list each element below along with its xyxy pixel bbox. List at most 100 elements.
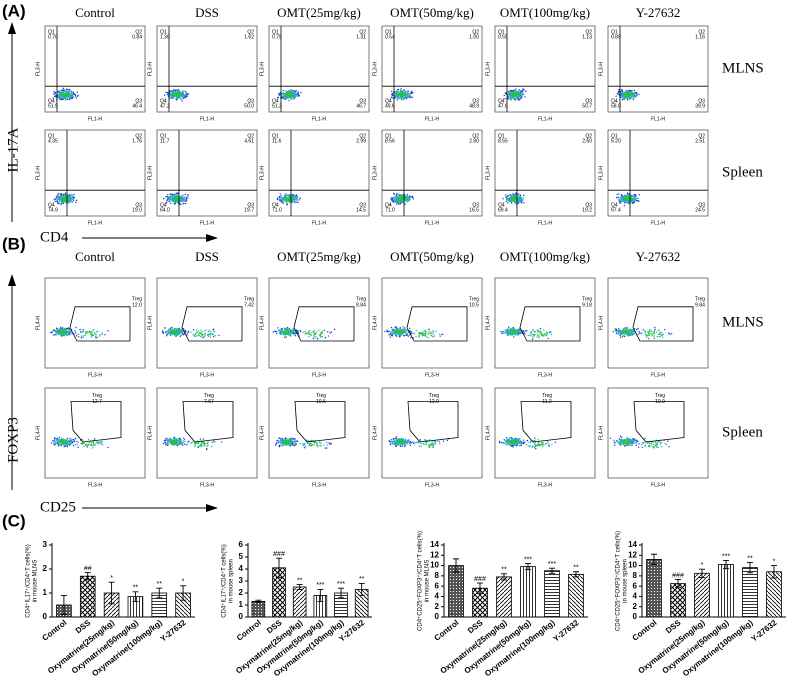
cell-dot <box>91 334 93 337</box>
cell-dot <box>512 91 514 94</box>
cell-dot <box>68 197 70 199</box>
cell-dot <box>280 327 283 330</box>
cell-dot <box>512 93 515 95</box>
cell-dot <box>515 93 517 95</box>
cell-dot <box>533 335 536 337</box>
cell-dot <box>530 331 532 334</box>
cell-dot <box>621 332 624 335</box>
cell-dot <box>415 336 417 338</box>
cell-dot <box>402 195 404 198</box>
cell-dot <box>625 94 628 96</box>
cell-dot <box>54 333 57 336</box>
cell-dot <box>181 198 183 200</box>
cell-dot <box>401 334 403 336</box>
cell-dot <box>279 193 282 195</box>
cell-dot <box>104 334 106 336</box>
cell-dot <box>400 200 403 202</box>
cell-dot <box>631 96 633 98</box>
cell-dot <box>632 97 634 99</box>
cell-dot <box>511 199 514 201</box>
cell-dot <box>66 94 68 97</box>
cell-dot <box>186 95 188 98</box>
cell-dot <box>163 94 166 97</box>
cell-dot <box>180 328 183 331</box>
cell-dot <box>635 197 637 200</box>
cell-dot <box>290 332 293 334</box>
cell-dot <box>623 96 625 99</box>
cell-dot <box>631 92 633 95</box>
quadrant-value: 51.3 <box>272 103 282 109</box>
cell-dot <box>503 94 505 97</box>
cell-dot <box>80 335 83 337</box>
cell-dot <box>634 95 636 97</box>
cell-dot <box>69 201 71 203</box>
cell-dot <box>293 98 295 100</box>
cell-dot <box>62 332 64 334</box>
cell-dot <box>284 195 287 197</box>
cell-dot <box>394 95 397 97</box>
plot-y-label: FL3-H <box>372 62 378 76</box>
gate-value: 10.5 <box>469 303 479 309</box>
cell-dot <box>621 335 624 338</box>
column-header: OMT(50mg/kg) <box>390 249 474 264</box>
cell-dot <box>389 336 392 338</box>
cell-dot <box>538 335 540 338</box>
cell-dot <box>392 333 394 335</box>
cell-dot <box>284 98 287 100</box>
quadrant-name: Q2 <box>585 29 592 35</box>
cell-dot <box>285 196 288 199</box>
cell-dot <box>513 201 516 203</box>
cell-dot <box>208 329 211 332</box>
cell-dot <box>530 335 532 337</box>
arrow-head <box>8 22 16 34</box>
cell-dot <box>57 328 59 330</box>
cell-dot <box>623 335 626 338</box>
cell-dot <box>400 93 403 95</box>
cell-dot <box>198 332 200 335</box>
cell-dot <box>394 93 397 96</box>
cell-dot <box>59 98 62 101</box>
cell-dot <box>162 332 164 335</box>
cell-dot <box>651 331 653 333</box>
cell-dot <box>395 331 398 334</box>
cell-dot <box>172 332 174 334</box>
cell-dot <box>287 329 289 332</box>
cell-dot <box>187 194 189 196</box>
cell-dot <box>67 331 70 333</box>
axis-label: CD25 <box>40 499 76 515</box>
plot-y-label: FL3-H <box>598 166 604 180</box>
row-label: Spleen <box>722 424 763 440</box>
cell-dot <box>60 193 62 195</box>
cell-dot <box>510 99 512 101</box>
cell-dot <box>67 89 69 91</box>
cell-dot <box>292 328 294 330</box>
cell-dot <box>621 333 623 336</box>
plot-x-label: FL1-H <box>425 220 439 226</box>
cell-dot <box>403 328 405 330</box>
cell-dot <box>186 333 189 335</box>
cell-dot <box>628 96 631 98</box>
cell-dot <box>507 326 510 328</box>
cell-dot <box>288 327 290 330</box>
cell-dot <box>398 193 400 196</box>
plot-x-label: FL1-H <box>200 116 214 122</box>
cell-dot <box>400 328 402 330</box>
cell-dot <box>395 334 397 337</box>
gate-value: 12.0 <box>132 303 142 309</box>
cell-dot <box>401 94 404 96</box>
quadrant-value: 0.55 <box>498 34 508 40</box>
quadrant-value: 47.6 <box>498 103 508 109</box>
cell-dot <box>61 199 64 201</box>
cell-dot <box>510 194 512 196</box>
cell-dot <box>323 329 325 331</box>
cell-dot <box>398 201 400 203</box>
row-label: MLNS <box>722 60 764 76</box>
cell-dot <box>427 336 429 339</box>
cell-dot <box>622 98 624 100</box>
cell-dot <box>636 92 638 95</box>
cell-dot <box>640 332 643 335</box>
cell-dot <box>628 332 630 335</box>
cell-dot <box>517 98 520 100</box>
cell-dot <box>62 193 65 196</box>
